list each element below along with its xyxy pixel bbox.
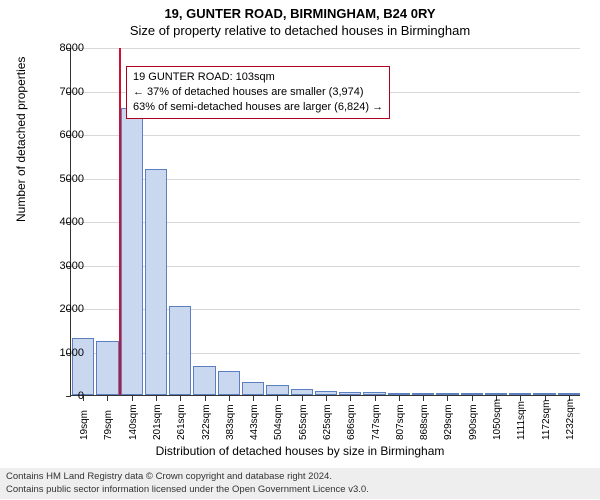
annotation-line-1: 19 GUNTER ROAD: 103sqm	[133, 70, 383, 85]
histogram-bar	[218, 371, 240, 395]
histogram-bar	[533, 393, 555, 395]
histogram-bar	[558, 393, 580, 395]
xtick-label: 140sqm	[128, 404, 139, 440]
xtick-mark	[156, 396, 157, 401]
chart-inner: 19 GUNTER ROAD: 103sqm← 37% of detached …	[70, 48, 580, 396]
xtick-mark	[229, 396, 230, 401]
y-axis-label: Number of detached properties	[14, 57, 28, 222]
xtick-mark	[447, 396, 448, 401]
xtick-mark	[399, 396, 400, 401]
page-subtitle: Size of property relative to detached ho…	[0, 23, 600, 38]
histogram-bar	[461, 393, 483, 395]
xtick-label: 929sqm	[443, 404, 454, 440]
xtick-label: 868sqm	[419, 404, 430, 440]
xtick-label: 201sqm	[152, 404, 163, 440]
xtick-mark	[472, 396, 473, 401]
histogram-bar	[363, 392, 385, 395]
histogram-bar	[145, 169, 167, 395]
xtick-label: 79sqm	[103, 410, 114, 440]
histogram-bar	[193, 366, 215, 395]
property-marker-line	[119, 48, 121, 395]
footer-note: Contains HM Land Registry data © Crown c…	[0, 468, 600, 499]
footer-line-2: Contains public sector information licen…	[6, 484, 594, 496]
chart-area: 19 GUNTER ROAD: 103sqm← 37% of detached …	[70, 48, 580, 424]
ytick-label: 2000	[34, 303, 84, 315]
xtick-mark	[205, 396, 206, 401]
annotation-line-3: 63% of semi-detached houses are larger (…	[133, 100, 383, 115]
histogram-bar	[339, 392, 361, 395]
histogram-bar	[315, 391, 337, 395]
x-axis-label: Distribution of detached houses by size …	[0, 444, 600, 458]
xtick-mark	[423, 396, 424, 401]
xtick-label: 322sqm	[201, 404, 212, 440]
histogram-bar	[485, 393, 507, 395]
ytick-label: 1000	[34, 347, 84, 359]
xtick-label: 686sqm	[346, 404, 357, 440]
xtick-mark	[253, 396, 254, 401]
ytick-label: 6000	[34, 129, 84, 141]
histogram-bar	[412, 393, 434, 395]
xtick-label: 504sqm	[273, 404, 284, 440]
xtick-mark	[326, 396, 327, 401]
xtick-label: 1111sqm	[516, 401, 527, 440]
xtick-label: 1232sqm	[565, 399, 576, 440]
xtick-label: 807sqm	[395, 404, 406, 440]
gridline	[71, 48, 580, 49]
annotation-box: 19 GUNTER ROAD: 103sqm← 37% of detached …	[126, 66, 390, 119]
xtick-label: 383sqm	[225, 404, 236, 440]
xtick-mark	[375, 396, 376, 401]
xtick-label: 990sqm	[468, 404, 479, 440]
histogram-bar	[169, 306, 191, 395]
xtick-label: 565sqm	[298, 404, 309, 440]
histogram-bar	[509, 393, 531, 395]
page-title: 19, GUNTER ROAD, BIRMINGHAM, B24 0RY	[0, 6, 600, 21]
xtick-mark	[132, 396, 133, 401]
xtick-label: 19sqm	[79, 410, 90, 440]
xtick-label: 261sqm	[176, 404, 187, 440]
ytick-label: 8000	[34, 42, 84, 54]
annotation-line-2: ← 37% of detached houses are smaller (3,…	[133, 85, 383, 100]
histogram-bar	[96, 341, 118, 395]
ytick-label: 0	[34, 390, 84, 402]
xtick-label: 1050sqm	[492, 399, 503, 440]
footer-line-1: Contains HM Land Registry data © Crown c…	[6, 471, 594, 483]
histogram-bar	[242, 382, 264, 395]
ytick-label: 4000	[34, 216, 84, 228]
gridline	[71, 135, 580, 136]
ytick-label: 7000	[34, 86, 84, 98]
histogram-bar	[266, 385, 288, 395]
xtick-mark	[180, 396, 181, 401]
xtick-mark	[350, 396, 351, 401]
histogram-bar	[388, 393, 410, 395]
xtick-label: 1172sqm	[541, 400, 552, 440]
ytick-label: 3000	[34, 260, 84, 272]
histogram-bar	[436, 393, 458, 395]
xtick-mark	[302, 396, 303, 401]
xtick-label: 443sqm	[249, 404, 260, 440]
xtick-label: 625sqm	[322, 404, 333, 440]
xtick-mark	[277, 396, 278, 401]
histogram-bar	[121, 108, 143, 395]
histogram-bar	[291, 389, 313, 395]
ytick-label: 5000	[34, 173, 84, 185]
xtick-mark	[107, 396, 108, 401]
xtick-label: 747sqm	[371, 404, 382, 440]
